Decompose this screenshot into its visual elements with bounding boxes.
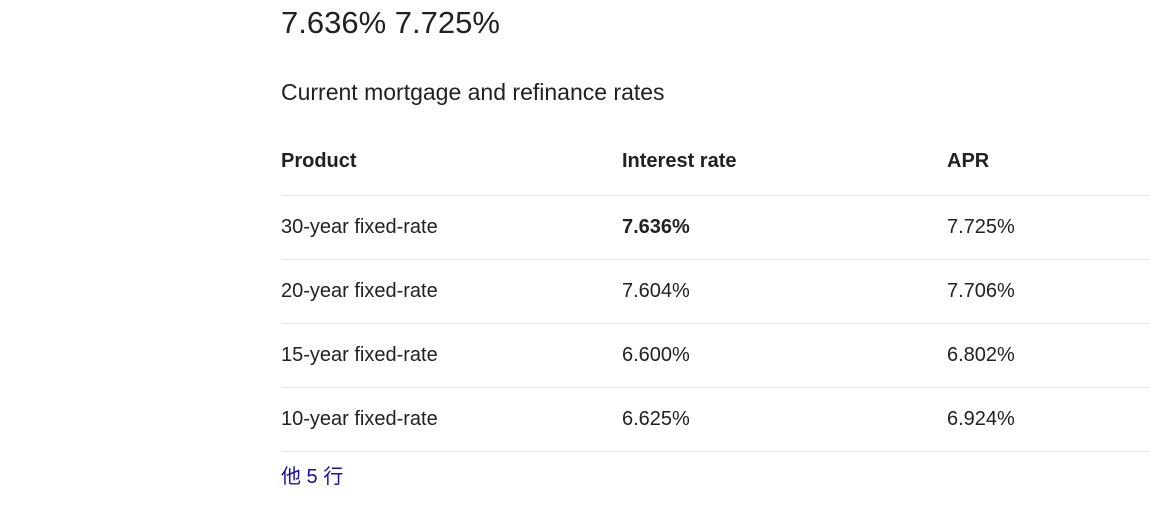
rates-table: Product Interest rate APR 30-year fixed-… [281, 128, 1149, 452]
product-cell: 30-year fixed-rate [281, 195, 622, 260]
apr-cell: 6.802% [947, 323, 1149, 388]
table-header-row: Product Interest rate APR [281, 128, 1149, 196]
product-cell: 10-year fixed-rate [281, 387, 622, 452]
table-row: 20-year fixed-rate 7.604% 7.706% [281, 259, 1149, 324]
column-header-interest-rate: Interest rate [622, 128, 947, 196]
apr-cell: 6.924% [947, 387, 1149, 452]
column-header-apr: APR [947, 128, 1149, 196]
featured-snippet: 7.636% 7.725% Current mortgage and refin… [281, 0, 1149, 489]
more-rows-container: 他 5 行 [281, 452, 1149, 489]
column-header-product: Product [281, 128, 622, 196]
table-row: 15-year fixed-rate 6.600% 6.802% [281, 323, 1149, 388]
apr-cell: 7.706% [947, 259, 1149, 324]
interest-rate-cell: 7.604% [622, 259, 947, 324]
interest-rate-cell: 6.625% [622, 387, 947, 452]
section-title: Current mortgage and refinance rates [281, 79, 665, 105]
product-cell: 20-year fixed-rate [281, 259, 622, 324]
answer-headline: 7.636% 7.725% [281, 5, 500, 40]
table-row: 10-year fixed-rate 6.625% 6.924% [281, 387, 1149, 452]
interest-rate-cell: 6.600% [622, 323, 947, 388]
more-rows-link[interactable]: 他 5 行 [281, 465, 344, 488]
product-cell: 15-year fixed-rate [281, 323, 622, 388]
interest-rate-cell: 7.636% [622, 195, 947, 260]
table-row: 30-year fixed-rate 7.636% 7.725% [281, 195, 1149, 260]
apr-cell: 7.725% [947, 195, 1149, 260]
